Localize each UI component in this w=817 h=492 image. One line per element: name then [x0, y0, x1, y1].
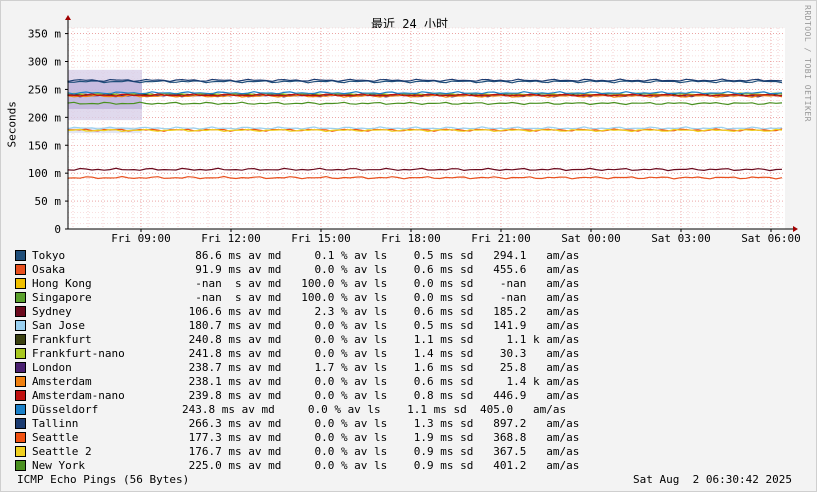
legend-row: Hong Kong -nan s av md 100.0 % av ls 0.0… — [15, 277, 579, 291]
footer-left: ICMP Echo Pings (56 Bytes) — [17, 473, 190, 486]
y-tick-label: 100 m — [28, 167, 61, 180]
legend-row: Seattle 177.3 ms av md 0.0 % av ls 1.9 m… — [15, 431, 579, 445]
legend-swatch — [15, 389, 26, 401]
y-tick-label: 0 — [54, 223, 61, 236]
x-tick-label: Fri 18:00 — [381, 232, 441, 245]
x-tick-label: Fri 21:00 — [471, 232, 531, 245]
legend-row: Singapore -nan s av md 100.0 % av ls 0.0… — [15, 291, 579, 305]
legend-name: Düsseldorf — [32, 403, 99, 416]
legend-name: Hong Kong — [32, 277, 92, 290]
legend-stats: 241.8 ms av md 0.0 % av ls 1.4 ms sd 30.… — [182, 347, 580, 360]
legend-stats: 176.7 ms av md 0.0 % av ls 0.9 ms sd 367… — [182, 445, 580, 458]
legend-row: London 238.7 ms av md 1.7 % av ls 1.6 ms… — [15, 361, 579, 375]
legend-name: Seattle — [32, 431, 79, 444]
y-tick-label: 350 m — [28, 28, 61, 41]
legend-swatch — [15, 277, 26, 289]
legend-name: Amsterdam-nano — [32, 389, 125, 402]
legend-row: Tallinn 266.3 ms av md 0.0 % av ls 1.3 m… — [15, 417, 579, 431]
x-tick-label: Sat 00:00 — [561, 232, 621, 245]
watermark: RRDTOOL / TOBI OETIKER — [803, 5, 812, 122]
legend-stats: 243.8 ms av md 0.0 % av ls 1.1 ms sd 405… — [182, 403, 567, 416]
y-tick-label: 300 m — [28, 56, 61, 69]
x-tick-label: Fri 12:00 — [201, 232, 261, 245]
legend-row: Amsterdam 238.1 ms av md 0.0 % av ls 0.6… — [15, 375, 579, 389]
x-tick-label: Sat 03:00 — [651, 232, 711, 245]
y-tick-label: 250 m — [28, 83, 61, 96]
x-tick-label: Sat 06:00 — [741, 232, 801, 245]
legend-name: Singapore — [32, 291, 92, 304]
x-tick-label: Fri 09:00 — [111, 232, 171, 245]
legend-row: San Jose 180.7 ms av md 0.0 % av ls 0.5 … — [15, 319, 579, 333]
legend-name: Frankfurt-nano — [32, 347, 125, 360]
legend-name: Sydney — [32, 305, 72, 318]
legend-name: San Jose — [32, 319, 85, 332]
legend-stats: 239.8 ms av md 0.0 % av ls 0.8 ms sd 446… — [182, 389, 580, 402]
legend-swatch — [15, 459, 26, 471]
chart-title: 最近 24 小时 — [371, 17, 448, 31]
plot-area: 0 50 m 100 m 150 m 200 m 250 m 300 m 350 m Fri 0… — [28, 15, 801, 245]
legend-stats: 106.6 ms av md 2.3 % av ls 0.6 ms sd 185… — [182, 305, 580, 318]
legend-row: Osaka 91.9 ms av md 0.0 % av ls 0.6 ms s… — [15, 263, 579, 277]
legend-stats: 240.8 ms av md 0.0 % av ls 1.1 ms sd 1.1… — [182, 333, 580, 346]
legend-row: Frankfurt-nano 241.8 ms av md 0.0 % av l… — [15, 347, 579, 361]
series-line-tallinn — [67, 78, 783, 83]
series-line-san-jose — [67, 126, 783, 130]
legend-name: Frankfurt — [32, 333, 92, 346]
legend-swatch — [15, 417, 26, 429]
legend-row: Sydney 106.6 ms av md 2.3 % av ls 0.6 ms… — [15, 305, 579, 319]
legend-name: Tallinn — [32, 417, 79, 430]
y-tick-label: 200 m — [28, 111, 61, 124]
legend-swatch — [15, 375, 26, 387]
legend-swatch — [15, 291, 26, 303]
legend-swatch — [15, 431, 26, 443]
y-axis-arrow — [65, 15, 71, 20]
series-line-osaka — [67, 175, 783, 180]
legend-stats: -nan s av md 100.0 % av ls 0.0 ms sd -na… — [182, 291, 580, 304]
legend-row: Frankfurt 240.8 ms av md 0.0 % av ls 1.1… — [15, 333, 579, 347]
legend-row: Seattle 2 176.7 ms av md 0.0 % av ls 0.9… — [15, 445, 579, 459]
series-line-tokyo — [67, 79, 783, 84]
legend-swatch — [15, 263, 26, 275]
legend-name: Osaka — [32, 263, 66, 276]
series-line-seattle-2 — [67, 128, 783, 133]
legend-row: Amsterdam-nano 239.8 ms av md 0.0 % av l… — [15, 389, 579, 403]
legend-stats: 180.7 ms av md 0.0 % av ls 0.5 ms sd 141… — [182, 319, 580, 332]
series-line-amsterdam-nano — [67, 93, 782, 97]
legend-name: London — [32, 361, 72, 374]
legend-stats: 177.3 ms av md 0.0 % av ls 1.9 ms sd 368… — [182, 431, 580, 444]
legend-swatch — [15, 249, 26, 261]
x-tick-label: Fri 15:00 — [291, 232, 351, 245]
legend-name: Tokyo — [32, 249, 66, 262]
legend-stats: 238.1 ms av md 0.0 % av ls 0.6 ms sd 1.4… — [182, 375, 580, 388]
legend-name: Amsterdam — [32, 375, 92, 388]
legend-row: Tokyo 86.6 ms av md 0.1 % av ls 0.5 ms s… — [15, 249, 579, 263]
series-line-d-sseldorf — [67, 91, 783, 95]
x-axis-arrow — [793, 226, 798, 232]
legend-name: New York — [32, 459, 85, 472]
legend-row: New York 225.0 ms av md 0.0 % av ls 0.9 … — [15, 459, 579, 473]
footer-right: Sat Aug 2 06:30:42 2025 — [633, 473, 792, 486]
series-line-new-york — [67, 101, 783, 106]
legend-stats: 91.9 ms av md 0.0 % av ls 0.6 ms sd 455.… — [182, 263, 580, 276]
legend-row: Düsseldorf 243.8 ms av md 0.0 % av ls 1.1… — [15, 403, 566, 417]
y-tick-label: 50 m — [35, 195, 62, 208]
legend-stats: 86.6 ms av md 0.1 % av ls 0.5 ms sd 294.… — [182, 249, 580, 262]
legend-swatch — [15, 319, 26, 331]
series-line-sydney — [67, 167, 783, 172]
legend-swatch — [15, 403, 26, 415]
y-tick-label: 150 m — [28, 139, 61, 152]
legend-stats: 225.0 ms av md 0.0 % av ls 0.9 ms sd 401… — [182, 459, 580, 472]
legend-swatch — [15, 361, 26, 373]
legend-swatch — [15, 347, 26, 359]
legend-stats: -nan s av md 100.0 % av ls 0.0 ms sd -na… — [182, 277, 580, 290]
legend-stats: 238.7 ms av md 1.7 % av ls 1.6 ms sd 25.… — [182, 361, 580, 374]
legend-swatch — [15, 333, 26, 345]
legend-stats: 266.3 ms av md 0.0 % av ls 1.3 ms sd 897… — [182, 417, 580, 430]
legend-name: Seattle 2 — [32, 445, 92, 458]
legend-swatch — [15, 305, 26, 317]
legend-swatch — [15, 445, 26, 457]
